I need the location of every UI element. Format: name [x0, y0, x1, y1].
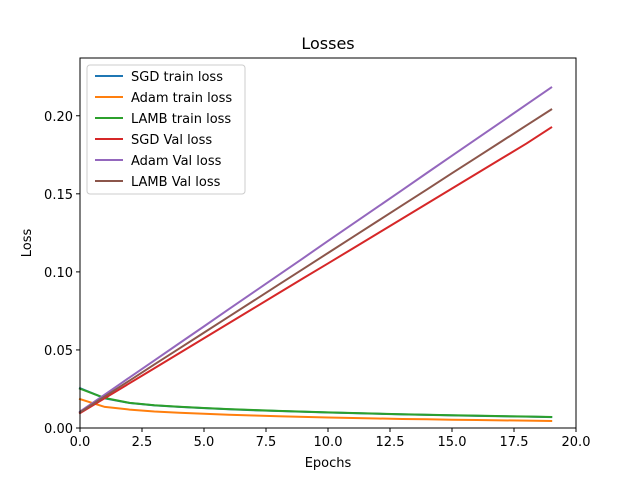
y-tick-label: 0.15 — [44, 188, 73, 203]
legend-label: Adam Val loss — [131, 154, 222, 169]
x-tick-label: 10.0 — [314, 435, 343, 450]
x-tick-label: 5.0 — [194, 435, 215, 450]
x-axis-label: Epochs — [305, 456, 352, 471]
y-tick-label: 0.00 — [44, 422, 73, 437]
legend-label: LAMB Val loss — [131, 175, 221, 190]
y-tick-label: 0.05 — [44, 344, 73, 359]
legend-label: LAMB train loss — [131, 112, 231, 127]
series-line-2 — [78, 397, 553, 422]
y-axis: 0.00 0.05 0.10 0.15 0.20 — [44, 110, 80, 437]
legend: SGD train loss Adam train loss LAMB train … — [86, 64, 246, 195]
x-tick-label: 12.5 — [376, 435, 405, 450]
x-tick-label: 2.5 — [132, 435, 153, 450]
legend-label: Adam train loss — [131, 91, 232, 106]
x-tick-label: 7.5 — [256, 435, 277, 450]
y-tick-label: 0.10 — [44, 266, 73, 281]
chart-title: Losses — [301, 34, 354, 53]
legend-label: SGD Val loss — [131, 133, 212, 148]
series-line-4 — [78, 126, 553, 415]
x-tick-label: 20.0 — [562, 435, 591, 450]
x-tick-label: 0.0 — [70, 435, 91, 450]
y-tick-label: 0.20 — [44, 110, 73, 125]
series-line-5 — [78, 86, 553, 414]
series-line-6 — [78, 108, 553, 414]
series-layer — [78, 86, 553, 422]
x-tick-label: 17.5 — [500, 435, 529, 450]
series-line-3 — [78, 387, 553, 418]
legend-label: SGD train loss — [131, 70, 223, 85]
x-axis: 0.0 2.5 5.0 7.5 10.0 12.5 15.0 17.5 20.0 — [70, 428, 591, 450]
legend-box — [86, 64, 246, 195]
x-tick-label: 15.0 — [438, 435, 467, 450]
y-axis-label: Loss — [20, 229, 35, 258]
